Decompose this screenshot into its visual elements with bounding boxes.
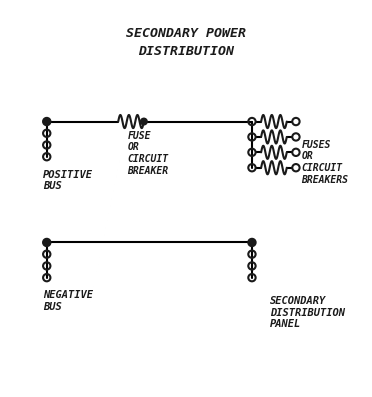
Text: SECONDARY POWER: SECONDARY POWER bbox=[126, 27, 246, 40]
Text: DISTRIBUTION: DISTRIBUTION bbox=[138, 45, 234, 58]
Text: NEGATIVE
BUS: NEGATIVE BUS bbox=[43, 291, 93, 312]
Circle shape bbox=[141, 118, 147, 125]
Circle shape bbox=[248, 239, 255, 246]
Text: POSITIVE
BUS: POSITIVE BUS bbox=[43, 170, 93, 191]
Circle shape bbox=[44, 239, 50, 246]
Text: FUSE
OR
CIRCUIT
BREAKER: FUSE OR CIRCUIT BREAKER bbox=[127, 131, 169, 175]
Text: SECONDARY
DISTRIBUTION
PANEL: SECONDARY DISTRIBUTION PANEL bbox=[270, 296, 345, 329]
Circle shape bbox=[44, 118, 50, 125]
Text: FUSES
OR
CIRCUIT
BREAKERS: FUSES OR CIRCUIT BREAKERS bbox=[301, 140, 349, 185]
